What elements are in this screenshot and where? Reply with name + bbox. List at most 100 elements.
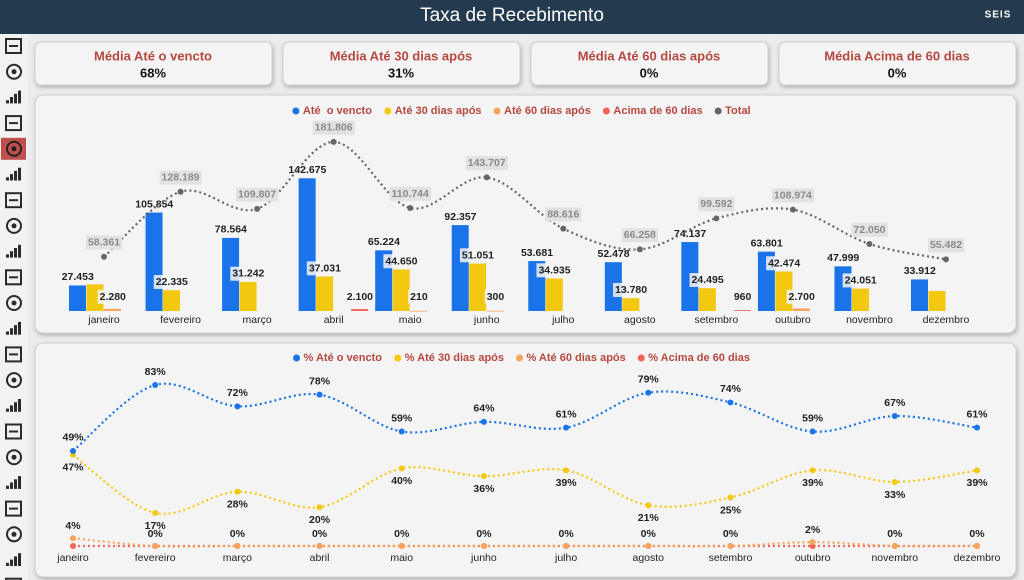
total-marker xyxy=(483,174,490,181)
bar-label: 2.100 xyxy=(347,291,373,303)
bar-label: 31.242 xyxy=(232,268,264,280)
nav-icon[interactable] xyxy=(6,244,21,258)
nav-icon[interactable] xyxy=(6,526,22,543)
series-line xyxy=(72,453,978,516)
total-label: 109.807 xyxy=(238,189,276,201)
label-bg xyxy=(459,248,497,263)
legend-item[interactable]: Até 60 dias após xyxy=(493,105,591,117)
point-label: 61% xyxy=(556,408,578,420)
legend-item[interactable]: Total xyxy=(714,105,751,117)
x-tick-label: julho xyxy=(554,552,577,564)
point xyxy=(727,543,734,549)
nav-icon[interactable] xyxy=(6,372,22,389)
kpi-title: Média Até o vencto xyxy=(94,48,212,63)
nav-icon[interactable] xyxy=(5,115,22,132)
legend-item[interactable]: % Acima de 60 dias xyxy=(637,352,750,364)
nav-icon[interactable] xyxy=(5,500,22,517)
bar xyxy=(69,285,86,311)
legend-label: % Até 60 dias após xyxy=(527,352,626,364)
icon-shape xyxy=(18,244,21,258)
bar-label: 44.650 xyxy=(385,255,417,267)
nav-icon[interactable] xyxy=(6,321,21,335)
nav-icon[interactable] xyxy=(6,140,22,157)
total-marker xyxy=(943,256,949,263)
legend-item[interactable]: % Até 30 dias após xyxy=(394,352,504,364)
legend-label: % Acima de 60 dias xyxy=(648,352,750,364)
nav-icon[interactable] xyxy=(5,38,22,54)
nav-icon[interactable] xyxy=(5,346,22,363)
bar xyxy=(469,263,487,311)
total-marker xyxy=(254,205,261,212)
point-label: 39% xyxy=(966,477,988,489)
legend-item[interactable]: Acima de 60 dias xyxy=(602,105,703,117)
nav-icon[interactable] xyxy=(6,217,22,234)
nav-icon[interactable] xyxy=(6,553,21,566)
nav-icon[interactable] xyxy=(5,192,22,209)
bar xyxy=(545,278,563,311)
point-label: 47% xyxy=(62,462,84,474)
label-bg xyxy=(383,254,420,269)
point xyxy=(645,543,652,549)
icon-shape xyxy=(6,372,22,389)
icon-shape xyxy=(18,476,21,489)
header-bar xyxy=(0,0,1024,34)
nav-icon[interactable] xyxy=(5,269,22,286)
nav-icon[interactable] xyxy=(6,90,21,104)
nav-icon[interactable] xyxy=(6,476,21,489)
legend-label: Até 60 dias após xyxy=(504,105,591,117)
bar xyxy=(486,310,504,312)
point-label: 0% xyxy=(394,528,410,540)
legend-item[interactable]: % Até 60 dias após xyxy=(516,352,626,364)
icon-shape xyxy=(10,251,13,258)
point xyxy=(316,391,323,398)
point xyxy=(563,424,570,431)
nav-icon[interactable] xyxy=(5,577,22,580)
nav-icon[interactable] xyxy=(6,167,21,181)
nav-icon[interactable] xyxy=(5,423,22,440)
nav-icon[interactable] xyxy=(6,295,22,311)
x-tick-label: setembro xyxy=(709,552,753,564)
point xyxy=(152,381,159,388)
point-label: 59% xyxy=(391,412,413,424)
legend-item[interactable]: Até 30 dias após xyxy=(384,105,482,117)
total-marker xyxy=(713,215,720,222)
point-label: 4% xyxy=(65,520,81,532)
bar-chart: Até o vencto Até 30 dias após Até 60 dias … xyxy=(59,105,970,326)
legend-item[interactable]: % Até o vencto xyxy=(293,352,382,364)
icon-shape xyxy=(6,177,9,181)
label-bg xyxy=(766,256,803,271)
kpi-value: 68% xyxy=(140,65,166,80)
icon-shape xyxy=(11,223,17,229)
icon-shape xyxy=(5,115,22,132)
bar xyxy=(792,308,810,311)
bar xyxy=(911,279,928,311)
point xyxy=(234,403,241,410)
point xyxy=(974,424,980,431)
x-tick-label: abril xyxy=(324,314,344,326)
logo: SEIS xyxy=(985,10,1012,21)
total-marker xyxy=(560,225,567,232)
kpi-card xyxy=(530,41,769,86)
point-label: 39% xyxy=(802,477,824,489)
nav-icon[interactable] xyxy=(6,399,21,412)
icon-shape xyxy=(5,269,22,286)
point xyxy=(727,399,734,406)
legend-marker xyxy=(394,354,402,362)
nav-icon[interactable] xyxy=(6,63,22,80)
point xyxy=(398,543,405,549)
icon-shape xyxy=(11,146,17,152)
icon-shape xyxy=(18,90,21,104)
bar-label: 51.051 xyxy=(462,249,494,261)
bar-label: 2.700 xyxy=(789,291,815,303)
nav-icon[interactable] xyxy=(6,449,22,466)
icon-shape xyxy=(5,192,22,209)
label-bg xyxy=(230,266,267,281)
x-tick-label: dezembro xyxy=(923,314,970,326)
kpi-title: Média Acima de 60 dias xyxy=(824,48,969,63)
bar xyxy=(851,288,869,311)
bar-label: 210 xyxy=(410,291,428,303)
label-bg xyxy=(771,188,815,203)
legend-item[interactable]: Até o vencto xyxy=(292,105,372,117)
bar-label: 34.935 xyxy=(538,264,570,276)
icon-shape xyxy=(10,482,13,489)
